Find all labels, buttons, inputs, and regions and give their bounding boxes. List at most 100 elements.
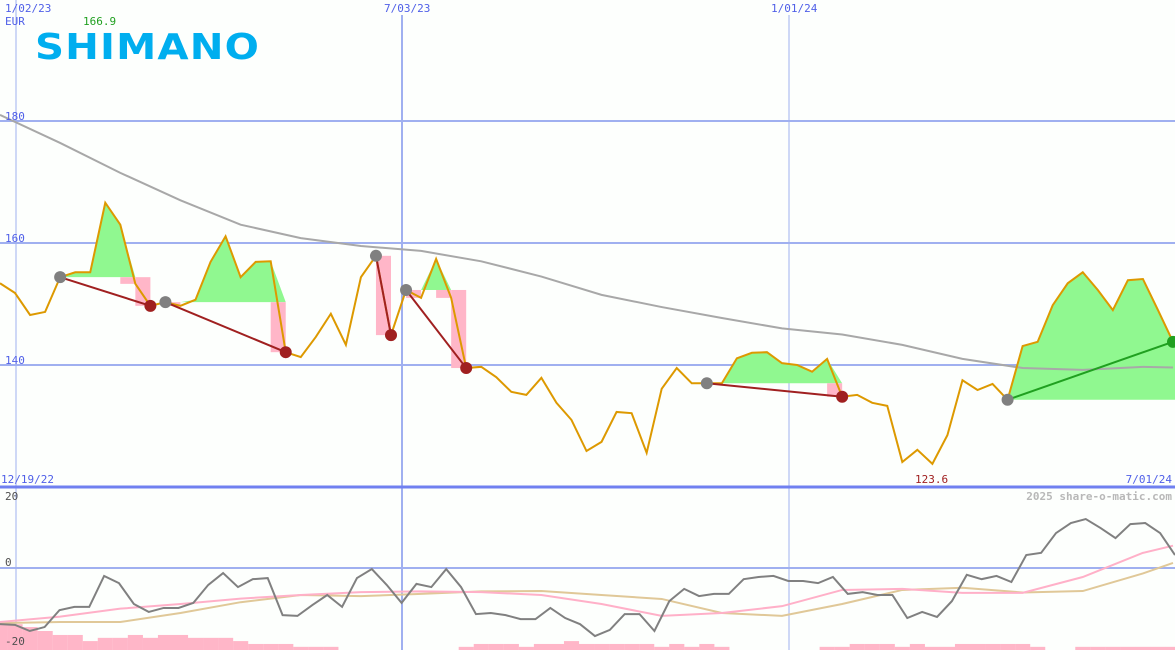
loss-area — [436, 289, 452, 298]
trend-line — [374, 255, 392, 336]
histogram-bar — [97, 637, 113, 650]
histogram-bar — [248, 643, 264, 650]
trend-line — [59, 276, 151, 307]
signal-end-marker — [385, 329, 397, 342]
gain-area — [60, 202, 151, 278]
y-tick-160: 160 — [5, 232, 25, 245]
histogram-bar — [985, 643, 1001, 650]
histogram-bar — [563, 641, 580, 650]
histogram-bar — [458, 646, 474, 650]
histogram-bar — [579, 643, 595, 650]
histogram-bar — [714, 646, 730, 650]
price-line — [0, 200, 1174, 466]
histogram-bar — [1030, 646, 1046, 650]
histogram-bar — [864, 643, 880, 650]
histogram-bar — [293, 646, 309, 650]
histogram-bar — [188, 637, 204, 650]
histogram-bar — [1120, 646, 1136, 650]
y-tick-140: 140 — [5, 354, 25, 367]
y-tick-180: 180 — [5, 110, 25, 123]
histogram-bar — [518, 646, 534, 650]
histogram-bar — [1075, 646, 1091, 650]
oscillator-line — [0, 517, 1175, 638]
signal-start-marker — [159, 296, 172, 309]
trend-line — [405, 289, 467, 369]
histogram-bar — [1165, 646, 1175, 650]
signal-start-marker — [700, 377, 713, 390]
histogram-bar — [308, 646, 324, 650]
trend-line — [706, 382, 843, 398]
osc-signal-tan-line — [0, 562, 1174, 625]
gain-area — [706, 352, 843, 384]
signal-end-marker — [460, 362, 473, 375]
histogram-bar — [939, 646, 956, 650]
histogram-bar — [0, 622, 8, 650]
signal-end-marker — [279, 346, 292, 359]
loss-area — [120, 277, 136, 284]
x-tick-bottom-right: 7/01/24 — [1125, 473, 1172, 486]
trend-line — [165, 301, 287, 354]
histogram-bar — [263, 643, 279, 650]
signal-end-marker — [144, 299, 157, 312]
histogram-bar — [924, 646, 940, 650]
histogram-bar — [218, 637, 234, 650]
histogram-bar — [879, 643, 895, 650]
histogram-bar — [503, 643, 519, 650]
histogram-bar — [834, 646, 850, 650]
histogram-bar — [157, 634, 174, 650]
histogram-bar — [909, 643, 925, 650]
moving-average-line — [0, 113, 1174, 371]
histogram-bar — [1135, 646, 1151, 650]
histogram-bar — [82, 641, 98, 650]
histogram-bar — [954, 643, 971, 650]
osc-signal-pink-line — [0, 544, 1174, 623]
high-value-label: 166.9 — [83, 15, 117, 28]
x-tick-top-1: 7/03/23 — [384, 2, 431, 15]
loss-area — [270, 302, 286, 353]
osc-y-tick-0: 0 — [5, 556, 12, 569]
histogram-bar — [669, 643, 685, 650]
histogram-bar — [970, 643, 986, 650]
signal-start-marker — [54, 271, 67, 284]
histogram-bar — [488, 643, 504, 650]
histogram-bar — [127, 634, 143, 650]
signal-end-marker — [836, 390, 849, 403]
gain-area — [406, 258, 467, 290]
histogram-bar — [684, 646, 700, 650]
histogram-bar — [894, 646, 910, 650]
watermark: 2025 share-o-matic.com — [1026, 490, 1172, 503]
trend-line — [1007, 340, 1174, 401]
histogram-bar — [323, 646, 339, 650]
histogram-bar — [1105, 646, 1121, 650]
histogram-bar — [142, 637, 158, 650]
histogram-bar — [594, 643, 610, 650]
histogram-bar — [1150, 646, 1166, 650]
histogram-bar — [37, 631, 53, 650]
histogram-bar — [52, 634, 68, 650]
company-logo: SHIMANO — [35, 27, 260, 68]
histogram-bar — [533, 643, 549, 650]
histogram-bar — [22, 627, 38, 650]
histogram-bar — [699, 643, 715, 650]
histogram-bar — [1090, 646, 1106, 650]
histogram-bar — [473, 643, 489, 650]
histogram-bar — [203, 637, 219, 650]
histogram-bar — [1000, 643, 1016, 650]
histogram-bar — [849, 643, 865, 650]
x-tick-bottom-left: 12/19/22 — [1, 473, 54, 486]
histogram-bar — [172, 634, 189, 650]
signal-end-marker — [1167, 335, 1175, 348]
histogram-bar — [278, 643, 294, 650]
osc-y-tick-20: 20 — [5, 490, 19, 503]
histogram-bar — [233, 641, 249, 650]
signal-start-marker — [369, 249, 382, 262]
currency-label: EUR — [5, 15, 25, 28]
osc-y-tick-minus20: -20 — [5, 635, 25, 648]
signal-start-marker — [400, 283, 413, 296]
histogram-bar — [819, 646, 835, 650]
histogram-bar — [639, 643, 655, 650]
histogram-bar — [609, 643, 625, 650]
low-value-label: 123.6 — [915, 473, 949, 486]
